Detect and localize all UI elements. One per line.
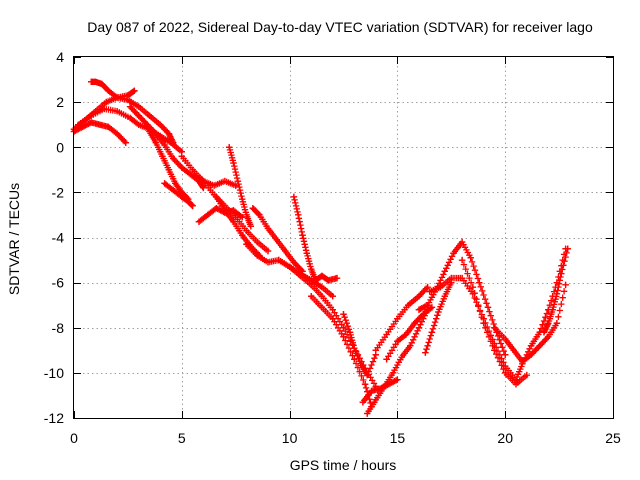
series-markers bbox=[191, 173, 239, 189]
series-markers bbox=[213, 193, 263, 259]
series-arc-07 bbox=[161, 180, 196, 210]
grid-lines bbox=[74, 57, 613, 418]
series-arc-12 bbox=[226, 144, 254, 230]
series-markers bbox=[161, 180, 196, 210]
series-markers bbox=[340, 311, 379, 379]
series-markers bbox=[146, 128, 192, 203]
x-tick-label: 20 bbox=[497, 430, 513, 446]
series-markers bbox=[312, 272, 341, 284]
series-markers bbox=[540, 245, 571, 336]
series-arc-30 bbox=[540, 245, 571, 336]
x-tick-label: 5 bbox=[178, 430, 186, 446]
series-arc-18 bbox=[308, 293, 375, 410]
y-tick-label: 0 bbox=[56, 139, 64, 155]
series-markers bbox=[383, 304, 436, 363]
x-tick-label: 0 bbox=[70, 430, 78, 446]
series-arc-17 bbox=[312, 272, 341, 284]
series-arc-19 bbox=[340, 311, 379, 379]
series-markers bbox=[226, 144, 254, 230]
series-markers bbox=[372, 283, 431, 354]
series-markers bbox=[88, 78, 138, 101]
y-tick-labels: -12 -10 -8 -6 -4 -2 0 2 4 bbox=[44, 49, 64, 426]
series-arc-09 bbox=[191, 173, 239, 189]
x-tick-label: 15 bbox=[390, 430, 406, 446]
series-markers bbox=[512, 245, 569, 383]
series-markers bbox=[422, 279, 455, 356]
y-tick-label: -4 bbox=[52, 230, 65, 246]
y-tick-label: -8 bbox=[52, 320, 65, 336]
y-tick-label: -6 bbox=[52, 275, 65, 291]
series-arc-06 bbox=[146, 128, 192, 203]
data-marks bbox=[70, 78, 571, 417]
y-tick-label: -2 bbox=[52, 184, 65, 200]
series-arc-25 bbox=[422, 279, 455, 356]
chart-title: Day 087 of 2022, Sidereal Day-to-day VTE… bbox=[87, 19, 593, 35]
series-markers bbox=[308, 293, 375, 410]
series-arc-28 bbox=[491, 281, 569, 365]
y-tick-label: -12 bbox=[44, 410, 64, 426]
series-arc-13 bbox=[249, 205, 306, 275]
series-markers bbox=[458, 256, 530, 388]
x-tick-labels: 0 5 10 15 20 25 bbox=[70, 430, 621, 446]
y-tick-label: 4 bbox=[56, 49, 64, 65]
series-arc-22 bbox=[372, 283, 431, 354]
series-arc-14 bbox=[243, 241, 336, 300]
y-tick-label: 2 bbox=[56, 94, 64, 110]
y-tick-label: -10 bbox=[44, 365, 64, 381]
series-markers bbox=[249, 205, 306, 275]
series-markers bbox=[290, 193, 319, 284]
series-arc-01 bbox=[70, 119, 129, 146]
plot-frame bbox=[73, 56, 614, 419]
x-axis-label: GPS time / hours bbox=[290, 457, 397, 473]
x-tick-label: 25 bbox=[605, 430, 621, 446]
series-arc-11 bbox=[213, 193, 263, 259]
series-markers bbox=[359, 376, 401, 406]
series-arc-21 bbox=[359, 376, 401, 406]
series-arc-26 bbox=[426, 274, 520, 383]
series-arc-04 bbox=[88, 78, 138, 101]
y-axis-label: SDTVAR / TECUs bbox=[6, 183, 22, 295]
series-arc-29 bbox=[512, 245, 569, 383]
x-tick-label: 10 bbox=[282, 430, 298, 446]
series-arc-23 bbox=[383, 304, 436, 363]
series-markers bbox=[243, 241, 336, 300]
series-arc-27 bbox=[458, 256, 530, 388]
axis-ticks bbox=[74, 57, 614, 419]
